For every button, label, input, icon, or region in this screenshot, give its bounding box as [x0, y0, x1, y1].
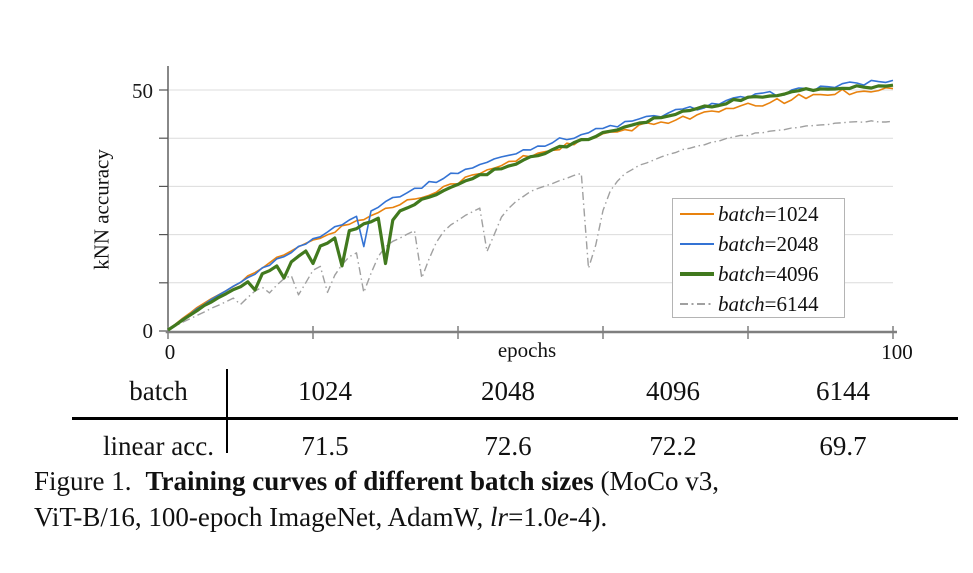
figure-caption: Figure 1. Training curves of different ba… — [34, 464, 969, 535]
table-cell: 69.7 — [819, 431, 867, 461]
table-cell: 1024 — [298, 376, 352, 406]
y-axis-title: kNN accuracy — [89, 149, 114, 270]
legend-line-sample — [680, 303, 714, 305]
results-table: batch 1024 2048 4096 6144 linear acc. 71… — [0, 366, 973, 468]
table-horizontal-rule — [72, 417, 958, 421]
table-header-linear-acc: linear acc. — [103, 431, 214, 461]
table-cell: 2048 — [481, 376, 535, 406]
x-tick-label-0: 0 — [164, 340, 176, 364]
table-cell: 72.6 — [484, 431, 532, 461]
legend-entry-batch-4096: batch=4096 — [673, 259, 844, 289]
table-header-batch: batch — [129, 376, 188, 406]
legend-entry-batch-6144: batch=6144 — [673, 289, 844, 319]
caption-bold-title: Training curves of different batch sizes — [145, 466, 594, 496]
table-vertical-rule — [226, 369, 228, 453]
legend-line-sample — [680, 272, 714, 276]
y-tick-label-50: 50 — [132, 79, 153, 103]
caption-text: =1.0 — [508, 501, 558, 532]
caption-text: -4). — [569, 501, 608, 532]
table-cell: 72.2 — [649, 431, 697, 461]
chart-legend: batch=1024 batch=2048 batch=4096 batch=6… — [672, 198, 845, 318]
legend-entry-batch-2048: batch=2048 — [673, 229, 844, 259]
caption-e-italic: e — [557, 501, 570, 532]
table-cell: 4096 — [646, 376, 700, 406]
legend-label: batch=6144 — [718, 291, 819, 316]
caption-text: (MoCo v3, — [600, 466, 719, 496]
legend-line-sample — [680, 243, 714, 245]
caption-text: ViT-B/16, 100-epoch ImageNet, AdamW, — [34, 501, 491, 532]
legend-entry-batch-1024: batch=1024 — [673, 199, 844, 229]
x-tick-label-100: 100 — [881, 340, 913, 364]
table-cell: 6144 — [816, 376, 870, 406]
legend-label: batch=2048 — [718, 231, 819, 256]
y-tick-label-0: 0 — [142, 319, 154, 343]
table-cell: 71.5 — [301, 431, 349, 461]
legend-label: batch=1024 — [718, 201, 819, 226]
legend-line-sample — [680, 213, 714, 215]
table-row: linear acc. 71.5 72.6 72.2 69.7 — [0, 424, 973, 468]
table-row: batch 1024 2048 4096 6144 — [0, 366, 973, 416]
x-axis-title: epochs — [497, 338, 557, 362]
figure-number: Figure 1. — [34, 466, 132, 496]
caption-lr-italic: lr — [490, 501, 509, 532]
legend-label: batch=4096 — [718, 261, 819, 286]
